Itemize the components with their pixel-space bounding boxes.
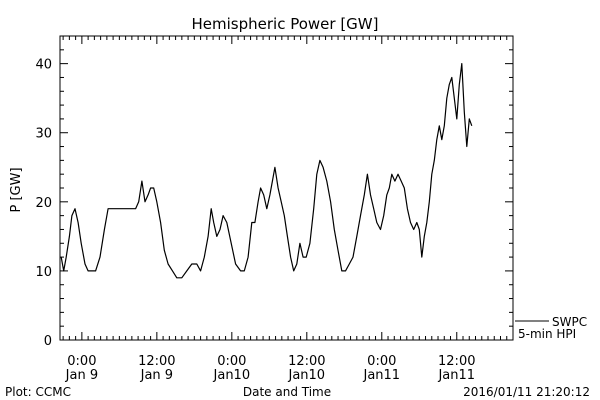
legend: SWPC 5-min HPI xyxy=(515,315,587,341)
plot-frame xyxy=(59,35,514,341)
y-tick-label: 40 xyxy=(35,58,52,73)
x-axis-label: Date and Time xyxy=(243,385,331,399)
plot-credit: Plot: CCMC xyxy=(5,385,71,399)
x-tick-label-date: Jan10 xyxy=(213,368,251,383)
y-tick-label: 20 xyxy=(35,196,52,211)
x-tick-label-date: Jan11 xyxy=(437,368,475,383)
x-tick-label-time: 12:00 xyxy=(438,354,475,369)
y-tick-label: 0 xyxy=(44,334,52,349)
x-tick-label-time: 12:00 xyxy=(138,354,175,369)
x-tick-label-time: 0:00 xyxy=(67,354,96,369)
y-axis-label: P [GW] xyxy=(9,167,24,212)
x-tick-label-date: Jan10 xyxy=(288,368,326,383)
x-tick-label-time: 0:00 xyxy=(367,354,396,369)
x-tick-label-date: Jan 9 xyxy=(140,368,173,383)
series-line-swpc xyxy=(60,62,473,279)
x-tick-label-time: 12:00 xyxy=(288,354,325,369)
x-tick-label-date: Jan11 xyxy=(362,368,400,383)
chart-title: Hemispheric Power [GW] xyxy=(192,15,379,33)
x-tick-label-time: 0:00 xyxy=(217,354,246,369)
legend-label-source: SWPC xyxy=(552,315,587,329)
y-tick-label: 30 xyxy=(35,127,52,142)
y-tick-label: 10 xyxy=(35,265,52,280)
x-tick-label-date: Jan 9 xyxy=(65,368,98,383)
legend-label-series: 5-min HPI xyxy=(518,327,576,341)
plot-timestamp: 2016/01/11 21:20:12 xyxy=(463,385,590,399)
